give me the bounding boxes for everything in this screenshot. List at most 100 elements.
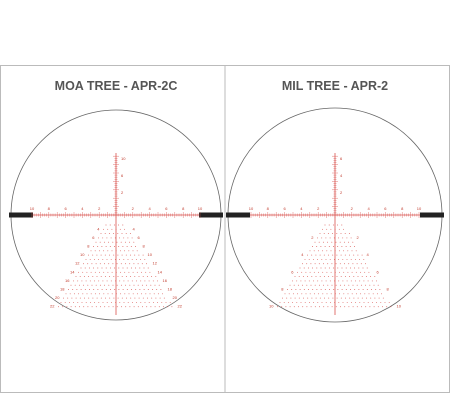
tree-dot: [119, 250, 121, 252]
tree-dot: [113, 233, 115, 235]
tree-dot: [310, 284, 312, 286]
tree-dot: [109, 276, 111, 278]
tree-dot: [335, 284, 337, 286]
tree-dot: [109, 246, 111, 247]
tree-dot: [307, 297, 309, 299]
tree-dot: [87, 263, 89, 265]
tree-dot: [345, 246, 347, 247]
tree-dot: [88, 276, 90, 278]
tree-dot: [145, 293, 147, 295]
tree-dot: [103, 271, 105, 273]
tree-dot: [301, 293, 303, 295]
tree-dot: [365, 306, 367, 308]
tree-dot: [75, 276, 77, 278]
tree-dot: [296, 280, 298, 282]
tree-dot: [119, 280, 121, 282]
tree-dot: [149, 271, 151, 273]
tree-dot: [302, 276, 304, 278]
tree-dot: [290, 297, 292, 299]
tree-dot: [110, 237, 112, 239]
tree-dot: [327, 233, 329, 235]
tree-dot: [110, 258, 112, 260]
tree-dot: [124, 228, 125, 230]
tree-dot: [294, 276, 296, 278]
tree-dot: [110, 280, 112, 282]
tree-dot: [122, 289, 124, 290]
tree-dot: [355, 280, 356, 282]
tree-dot: [65, 293, 67, 295]
tree-dot: [357, 297, 359, 299]
tree-dot: [76, 289, 78, 290]
tree-dot: [324, 224, 326, 226]
tree-dot: [144, 258, 146, 260]
tree-dot: [348, 284, 350, 286]
tree-dot: [299, 267, 301, 269]
tree-dot: [323, 263, 324, 265]
tree-dot: [325, 258, 327, 260]
tree-dot: [336, 254, 338, 256]
tree-dot: [125, 276, 127, 278]
tree-dot: [132, 271, 134, 273]
v-label: 6: [121, 173, 124, 178]
tree-dot: [328, 276, 330, 278]
tree-dot: [297, 284, 299, 286]
tree-dot: [137, 284, 139, 286]
tree-dot: [311, 297, 313, 299]
tree-dot: [354, 267, 356, 269]
tree-dot: [319, 276, 321, 278]
tree-dot: [298, 297, 300, 299]
tree-dot: [77, 301, 79, 303]
tree-dot: [285, 306, 287, 308]
tree-dot: [324, 289, 326, 290]
tree-dot: [371, 301, 373, 303]
tree-dot: [140, 301, 142, 303]
tree-dot: [122, 224, 124, 226]
tree-dot: [127, 258, 129, 260]
tree-dot: [366, 297, 367, 299]
tree-dot: [143, 267, 145, 269]
tree-dot: [82, 293, 84, 295]
tree-dot: [120, 263, 122, 265]
tree-dot: [314, 241, 316, 243]
tree-dot: [332, 297, 334, 299]
tree-dot: [131, 289, 132, 290]
tree-dot: [85, 258, 87, 260]
tree-dot: [322, 228, 323, 230]
tree-dot: [378, 297, 380, 299]
tree-dot: [120, 293, 122, 295]
tree-dot: [346, 280, 348, 282]
tree-dot: [355, 271, 357, 273]
tree-dot: [282, 297, 283, 299]
tree-dot: [155, 276, 157, 278]
tree-dot: [360, 293, 362, 295]
tree-dot: [332, 276, 334, 278]
tree-dot: [313, 280, 314, 282]
tree-dot: [103, 241, 105, 243]
tree-dot: [103, 293, 105, 295]
tree-dot: [347, 250, 349, 252]
tree-dot: [146, 276, 148, 278]
tree-dot: [109, 224, 111, 226]
tree-dot: [298, 276, 300, 278]
tree-dot: [341, 267, 343, 269]
tree-dot: [293, 284, 295, 286]
tree-dot: [107, 293, 109, 295]
tree-dot: [97, 246, 99, 247]
tree-dot: [349, 276, 351, 278]
tree-dot: [95, 263, 97, 265]
tree-dot: [148, 280, 150, 282]
tree-dot: [331, 284, 333, 286]
tree-dot: [122, 246, 124, 247]
tree-dot: [132, 250, 134, 252]
tree-dot: [86, 293, 88, 295]
tree-dot: [359, 301, 361, 303]
tree-dot: [356, 306, 358, 308]
tree-dot: [386, 306, 388, 308]
tree-dot: [71, 297, 73, 299]
tree-label: 8: [281, 287, 284, 292]
tree-dot: [128, 250, 130, 252]
tree-dot: [66, 306, 68, 308]
tree-label: 12: [75, 261, 80, 266]
tree-dot: [151, 297, 153, 299]
